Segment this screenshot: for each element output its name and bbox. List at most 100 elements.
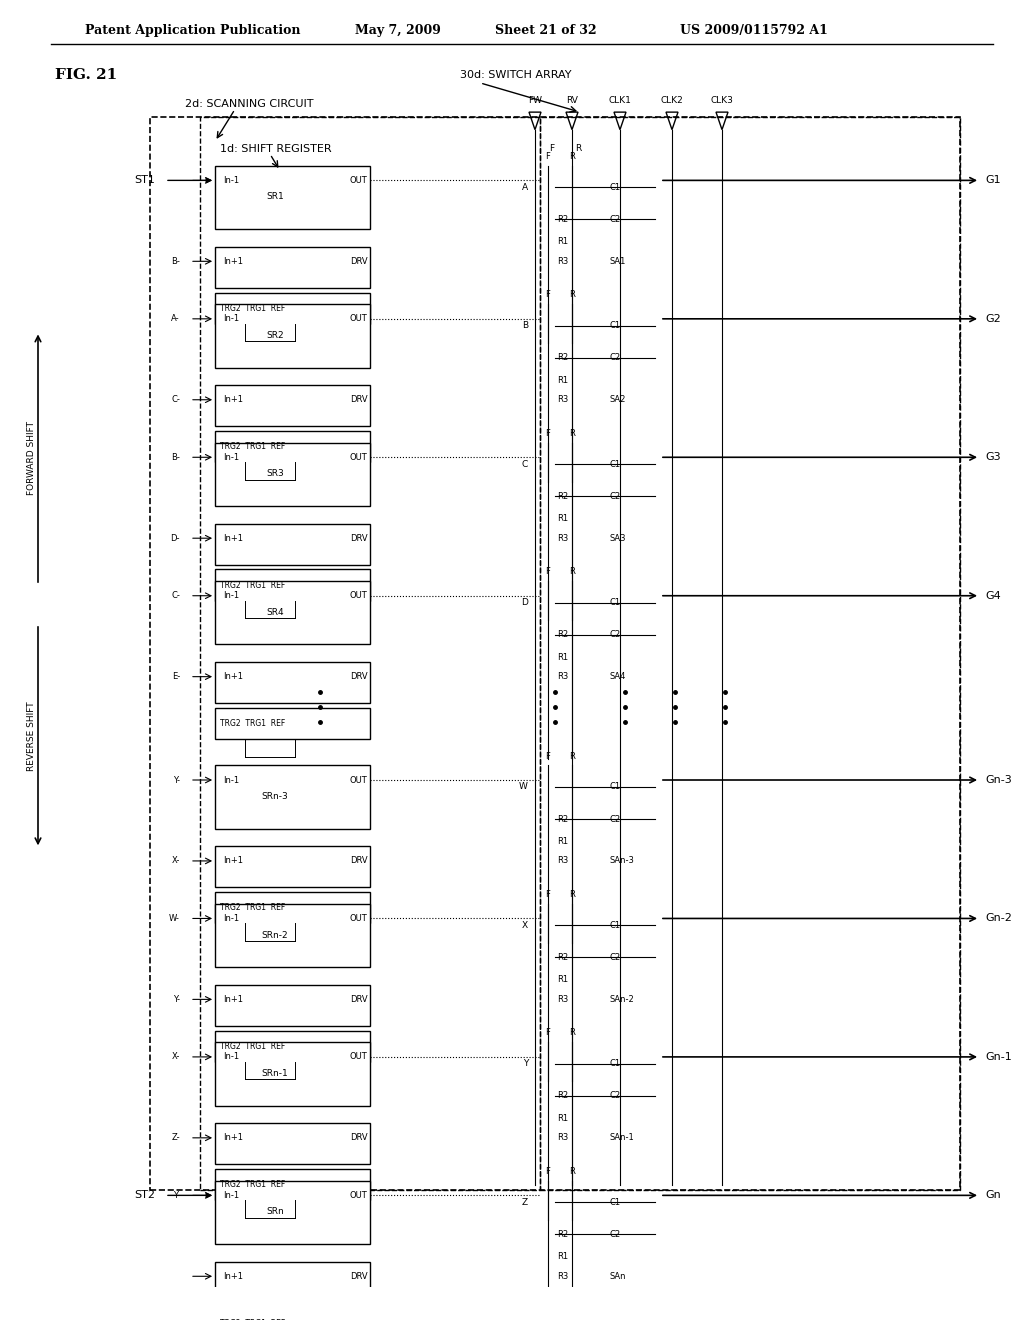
Bar <box>215 304 370 367</box>
Text: In+1: In+1 <box>223 395 243 404</box>
Text: In+1: In+1 <box>223 857 243 866</box>
Text: D-: D- <box>171 533 180 543</box>
Bar <box>215 430 370 462</box>
Text: C2: C2 <box>610 215 622 224</box>
Text: TRG2  TRG1  REF: TRG2 TRG1 REF <box>220 1319 286 1320</box>
Text: Y-: Y- <box>173 995 180 1005</box>
Text: Gn: Gn <box>985 1191 1000 1200</box>
Text: C2: C2 <box>610 953 622 962</box>
Text: R: R <box>569 429 574 438</box>
Text: SRn-3: SRn-3 <box>261 792 289 801</box>
Text: SRn-2: SRn-2 <box>262 931 289 940</box>
Text: C-: C- <box>171 591 180 601</box>
Text: OUT: OUT <box>350 913 368 923</box>
Text: US 2009/0115792 A1: US 2009/0115792 A1 <box>680 24 827 37</box>
Text: C1: C1 <box>610 1197 622 1206</box>
Text: E-: E- <box>172 672 180 681</box>
Text: OUT: OUT <box>350 1191 368 1200</box>
Text: Gn-1: Gn-1 <box>985 1052 1012 1061</box>
Text: C2: C2 <box>610 1092 622 1101</box>
Text: May 7, 2009: May 7, 2009 <box>355 24 441 37</box>
Text: R: R <box>569 152 574 161</box>
Text: C: C <box>522 459 528 469</box>
Text: R1: R1 <box>557 652 568 661</box>
Text: G2: G2 <box>985 314 1000 323</box>
Text: F: F <box>546 568 551 577</box>
Polygon shape <box>716 112 728 129</box>
Text: TRG2  TRG1  REF: TRG2 TRG1 REF <box>220 1041 286 1051</box>
Bar <box>215 1043 370 1106</box>
Text: DRV: DRV <box>350 257 368 265</box>
Text: SA1: SA1 <box>610 257 627 265</box>
Bar <box>215 892 370 923</box>
Text: R1: R1 <box>557 1114 568 1123</box>
Text: SR3: SR3 <box>266 470 284 478</box>
Text: F: F <box>550 144 555 153</box>
Text: C2: C2 <box>610 630 622 639</box>
Text: X-: X- <box>172 857 180 866</box>
Text: F: F <box>546 429 551 438</box>
Bar <box>215 247 370 288</box>
Text: 2d: SCANNING CIRCUIT: 2d: SCANNING CIRCUIT <box>185 99 313 110</box>
Text: TRG2  TRG1  REF: TRG2 TRG1 REF <box>220 903 286 912</box>
Text: R1: R1 <box>557 1253 568 1262</box>
Text: X-: X- <box>172 1052 180 1061</box>
Bar <box>215 985 370 1026</box>
Text: OUT: OUT <box>350 1052 368 1061</box>
Text: SAn-1: SAn-1 <box>610 1134 635 1142</box>
Text: A: A <box>522 182 528 191</box>
Text: C1: C1 <box>610 598 622 607</box>
Text: SR4: SR4 <box>266 607 284 616</box>
Text: C1: C1 <box>610 321 622 330</box>
Bar <box>215 442 370 506</box>
Text: C1: C1 <box>610 921 622 929</box>
Text: FW: FW <box>528 96 542 106</box>
Text: Y: Y <box>522 1059 528 1068</box>
Text: R2: R2 <box>557 354 568 362</box>
Text: REVERSE SHIFT: REVERSE SHIFT <box>28 701 37 771</box>
Text: CLK3: CLK3 <box>711 96 733 106</box>
Text: SAn-3: SAn-3 <box>610 857 635 866</box>
Text: In+1: In+1 <box>223 672 243 681</box>
Bar <box>215 1262 370 1303</box>
Text: OUT: OUT <box>350 314 368 323</box>
Text: TRG2  TRG1  REF: TRG2 TRG1 REF <box>220 719 286 727</box>
Text: OUT: OUT <box>350 176 368 185</box>
Text: R2: R2 <box>557 814 568 824</box>
Text: 1d: SHIFT REGISTER: 1d: SHIFT REGISTER <box>220 144 332 154</box>
Text: R2: R2 <box>557 1092 568 1101</box>
Text: Z-: Z- <box>171 1134 180 1142</box>
Text: TRG2  TRG1  REF: TRG2 TRG1 REF <box>220 442 286 451</box>
Text: R2: R2 <box>557 1230 568 1239</box>
Text: OUT: OUT <box>350 591 368 601</box>
Text: R3: R3 <box>557 995 568 1005</box>
Bar <box>215 581 370 644</box>
Text: Sheet 21 of 32: Sheet 21 of 32 <box>495 24 597 37</box>
Text: X: X <box>522 921 528 929</box>
Text: In+1: In+1 <box>223 533 243 543</box>
Text: R: R <box>569 568 574 577</box>
Text: DRV: DRV <box>350 533 368 543</box>
Bar <box>215 708 370 739</box>
Text: OUT: OUT <box>350 453 368 462</box>
Text: R: R <box>574 144 582 153</box>
Text: OUT: OUT <box>350 776 368 784</box>
Bar <box>215 1170 370 1200</box>
Bar <box>215 1123 370 1164</box>
Text: DRV: DRV <box>350 1134 368 1142</box>
Text: R3: R3 <box>557 395 568 404</box>
Bar <box>215 1180 370 1245</box>
Text: In-1: In-1 <box>223 176 240 185</box>
Text: SR1: SR1 <box>266 193 284 202</box>
Text: F: F <box>546 152 551 161</box>
Text: Gn-2: Gn-2 <box>985 913 1012 924</box>
Text: In-1: In-1 <box>223 453 240 462</box>
Text: In+1: In+1 <box>223 257 243 265</box>
Text: Gn-3: Gn-3 <box>985 775 1012 785</box>
Text: ST1: ST1 <box>134 176 155 185</box>
Text: R: R <box>569 290 574 300</box>
Text: R2: R2 <box>557 215 568 224</box>
Text: R2: R2 <box>557 492 568 500</box>
Text: R2: R2 <box>557 630 568 639</box>
Bar <box>215 385 370 426</box>
